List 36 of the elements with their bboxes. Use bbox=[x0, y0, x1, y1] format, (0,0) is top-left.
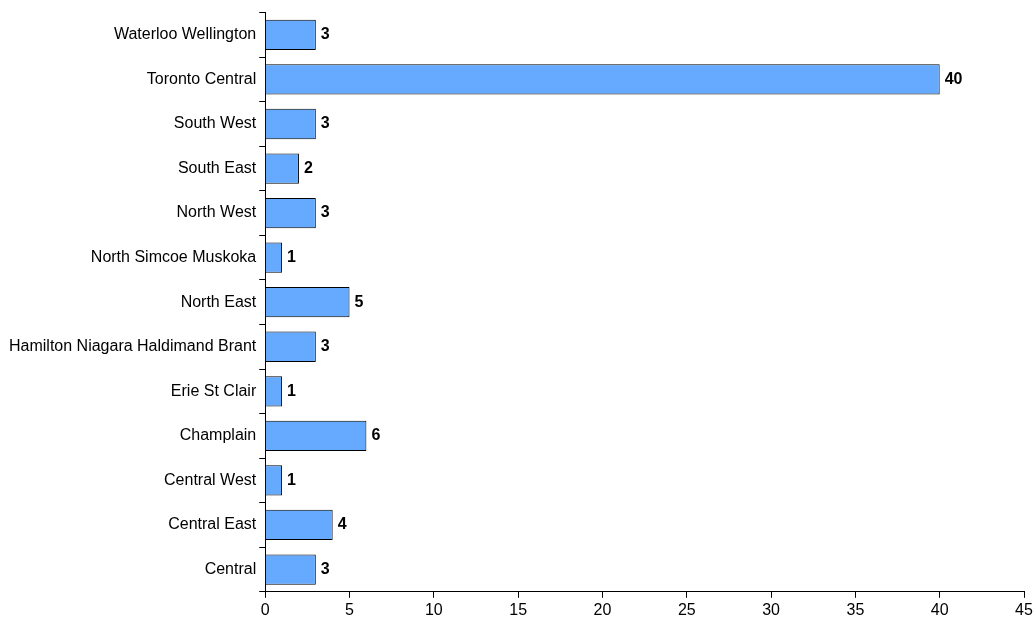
data-label: 1 bbox=[287, 381, 297, 399]
data-label: 3 bbox=[320, 25, 330, 43]
data-label: 1 bbox=[287, 470, 297, 488]
data-label: 40 bbox=[944, 69, 963, 87]
data-label: 1 bbox=[287, 248, 297, 266]
data-label: 5 bbox=[354, 292, 364, 310]
x-tick-label: 15 bbox=[509, 600, 528, 618]
x-tick-label: 45 bbox=[1015, 600, 1033, 618]
y-tick-label: Central West bbox=[164, 470, 257, 488]
y-tick-label: South East bbox=[177, 158, 257, 176]
y-tick-label: Hamilton Niagara Haldimand Brant bbox=[8, 337, 257, 355]
data-label: 2 bbox=[303, 158, 313, 176]
x-tick-label: 0 bbox=[260, 600, 270, 618]
data-label: 3 bbox=[320, 203, 330, 221]
x-tick-label: 20 bbox=[593, 600, 612, 618]
x-tick-label: 40 bbox=[930, 600, 949, 618]
y-tick-label: Champlain bbox=[179, 426, 257, 444]
y-tick-label: Central bbox=[204, 559, 257, 577]
data-label: 3 bbox=[320, 559, 330, 577]
y-tick-label: North East bbox=[180, 292, 257, 310]
y-tick-label: Central East bbox=[168, 515, 257, 533]
y-tick-label: South West bbox=[173, 114, 257, 132]
data-label: 4 bbox=[337, 515, 347, 533]
x-tick-label: 10 bbox=[424, 600, 443, 618]
x-tick-label: 30 bbox=[762, 600, 781, 618]
y-tick-label: Waterloo Wellington bbox=[113, 25, 257, 43]
x-tick-label: 35 bbox=[846, 600, 865, 618]
x-tick-label: 5 bbox=[345, 600, 355, 618]
data-label: 6 bbox=[371, 426, 381, 444]
y-tick-label: Erie St Clair bbox=[170, 381, 257, 399]
y-tick-label: North Simcoe Muskoka bbox=[90, 248, 257, 266]
x-tick-label: 25 bbox=[677, 600, 696, 618]
y-tick-label: Toronto Central bbox=[146, 69, 257, 87]
data-label: 3 bbox=[320, 337, 330, 355]
y-tick-label: North West bbox=[176, 203, 257, 221]
data-label: 3 bbox=[320, 114, 330, 132]
